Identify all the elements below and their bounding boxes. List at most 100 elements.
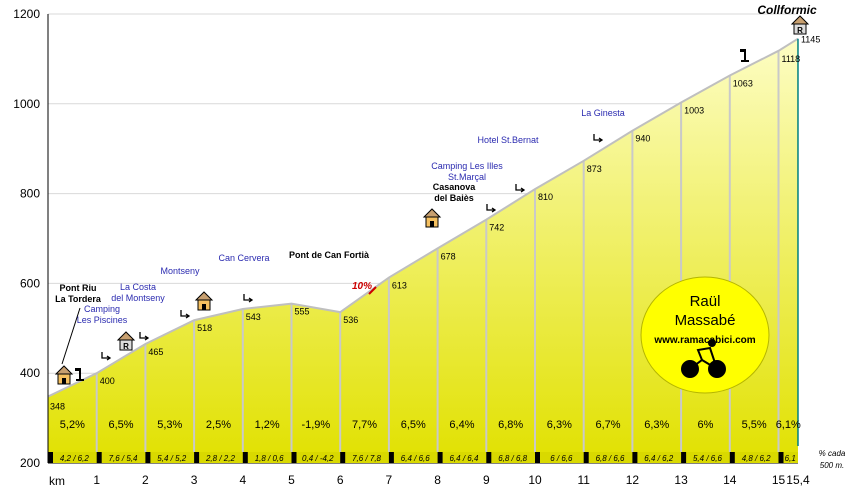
elevation-label: 1145 bbox=[801, 35, 820, 45]
gradient-label: 6,3% bbox=[644, 419, 669, 431]
gradient-label: 1,2% bbox=[255, 419, 280, 431]
refuge-icon: R bbox=[116, 331, 136, 351]
arrow-icon bbox=[593, 134, 604, 143]
sub-gradient-label: 0,4 / -4,2 bbox=[302, 454, 334, 463]
y-tick-label: 1200 bbox=[13, 7, 40, 21]
flag bbox=[75, 368, 80, 371]
gradient-label: 7,7% bbox=[352, 419, 377, 431]
y-tick-label: 200 bbox=[20, 456, 40, 470]
x-tick-label: 15,4 bbox=[786, 473, 810, 487]
refuge-icon: R bbox=[790, 15, 810, 35]
km-marker-block bbox=[583, 452, 589, 463]
profile-line bbox=[47, 37, 799, 398]
sub-gradient-label: 4,8 / 6,2 bbox=[742, 454, 771, 463]
cyclist-icon bbox=[681, 339, 726, 378]
arrow-icon bbox=[243, 294, 254, 303]
chart-title: Collformic bbox=[757, 3, 817, 17]
gradient-label: 5,5% bbox=[742, 419, 767, 431]
km-marker-block bbox=[729, 452, 735, 463]
x-tick-labels: 1 2 3 4 5 6 7 8 9 10 11 12 13 14 15 15,4 bbox=[93, 473, 810, 487]
elevation-label: 1118 bbox=[782, 54, 801, 64]
x-tick-label: 3 bbox=[191, 473, 198, 487]
sub-gradient-label: 1,8 / 0,6 bbox=[255, 454, 284, 463]
pole bbox=[79, 368, 81, 380]
sub-gradient-bar: 4,2 / 6,2 7,6 / 5,4 5,4 / 5,2 2,8 / 2,2 1,8 … bbox=[48, 452, 798, 463]
place-label: Casanova bbox=[433, 182, 477, 192]
gradient-label: 6,3% bbox=[547, 419, 572, 431]
km-marker-block bbox=[437, 452, 443, 463]
place-label: Hotel St.Bernat bbox=[477, 135, 539, 145]
base bbox=[76, 379, 84, 381]
place-label: Pont de Can Fortià bbox=[289, 250, 370, 260]
elevation-label: 465 bbox=[148, 347, 163, 357]
gradient-label: 6,8% bbox=[498, 419, 523, 431]
roof bbox=[422, 208, 442, 218]
arrow-icon bbox=[101, 352, 112, 361]
x-tick-label: 4 bbox=[239, 473, 246, 487]
km-marker-block bbox=[242, 452, 248, 463]
gradient-label: 2,5% bbox=[206, 419, 231, 431]
house-icon bbox=[54, 365, 74, 385]
house-door bbox=[430, 221, 434, 227]
y-tick-label: 400 bbox=[20, 366, 40, 380]
sub-gradient-label: 6,8 / 6,6 bbox=[596, 454, 625, 463]
x-tick-label: 9 bbox=[483, 473, 490, 487]
y-tick-label: 1000 bbox=[13, 97, 40, 111]
elevation-label: 518 bbox=[197, 323, 212, 333]
marker-icons: RR bbox=[54, 15, 810, 385]
gradient-label: 6,5% bbox=[401, 419, 426, 431]
km-marker-block bbox=[486, 452, 492, 463]
gradient-label: 6,7% bbox=[596, 419, 621, 431]
sub-gradient-label: 7,6 / 7,8 bbox=[352, 454, 381, 463]
km-marker-block bbox=[48, 452, 53, 463]
elevation-label: 348 bbox=[50, 402, 65, 412]
author-site: www.ramacabici.com bbox=[653, 335, 755, 346]
elevation-label: 1003 bbox=[684, 105, 704, 115]
house-letter: R bbox=[797, 26, 803, 35]
km-marker-block bbox=[291, 452, 297, 463]
elevation-label: 555 bbox=[295, 307, 310, 317]
place-label: La Tordera bbox=[55, 294, 102, 304]
elevation-label: 810 bbox=[538, 192, 553, 202]
x-tick-label: 8 bbox=[434, 473, 441, 487]
arrow-icon bbox=[139, 332, 150, 341]
place-label: Les Piscines bbox=[77, 315, 128, 325]
house-door bbox=[62, 378, 66, 384]
max-gradient-tick bbox=[368, 286, 377, 295]
sub-gradient-label: 6,4 / 6,2 bbox=[644, 454, 673, 463]
gradient-label: 6% bbox=[697, 419, 713, 431]
place-label: La Costa bbox=[120, 282, 156, 292]
sub-gradient-label: 5,4 / 6,6 bbox=[693, 454, 722, 463]
max-gradient-label: 10% bbox=[352, 281, 372, 292]
sub-gradient-label: 2,8 / 2,2 bbox=[205, 454, 235, 463]
pole bbox=[744, 49, 746, 61]
house-letter: R bbox=[123, 342, 129, 351]
arrow-icon bbox=[515, 184, 526, 193]
gradient-label: -1,9% bbox=[301, 419, 330, 431]
sub-gradient-label: 6,4 / 6,4 bbox=[449, 454, 478, 463]
sub-gradient-note-line2: 500 m. bbox=[820, 461, 844, 470]
x-tick-label: 12 bbox=[626, 473, 640, 487]
x-tick-label: 11 bbox=[577, 473, 590, 487]
gradient-labels: 5,2% 6,5% 5,3% 2,5% 1,2% -1,9% 7,7% 6,5% 6,4% 6,8… bbox=[60, 419, 801, 431]
gradient-label: 5,3% bbox=[157, 419, 182, 431]
x-tick-label: 5 bbox=[288, 473, 295, 487]
km-marker-block bbox=[535, 452, 540, 463]
base bbox=[741, 60, 749, 62]
house-icon bbox=[194, 291, 214, 311]
place-label: Montseny bbox=[160, 266, 200, 276]
sub-gradient-label: 7,6 / 5,4 bbox=[109, 454, 138, 463]
gradient-label: 6,5% bbox=[109, 419, 134, 431]
x-tick-label: 14 bbox=[723, 473, 737, 487]
sub-gradient-band bbox=[48, 452, 798, 463]
x-tick-label: 13 bbox=[674, 473, 688, 487]
place-label: del Montseny bbox=[111, 293, 165, 303]
x-tick-label: 1 bbox=[93, 473, 100, 487]
elevation-label: 613 bbox=[392, 281, 407, 291]
sub-gradient-label: 6,8 / 6,8 bbox=[498, 454, 527, 463]
place-label: St.Marçal bbox=[448, 172, 486, 182]
place-label: del Baiès bbox=[434, 193, 474, 203]
km-marker-block bbox=[681, 452, 687, 463]
km-marker-block bbox=[96, 452, 102, 463]
